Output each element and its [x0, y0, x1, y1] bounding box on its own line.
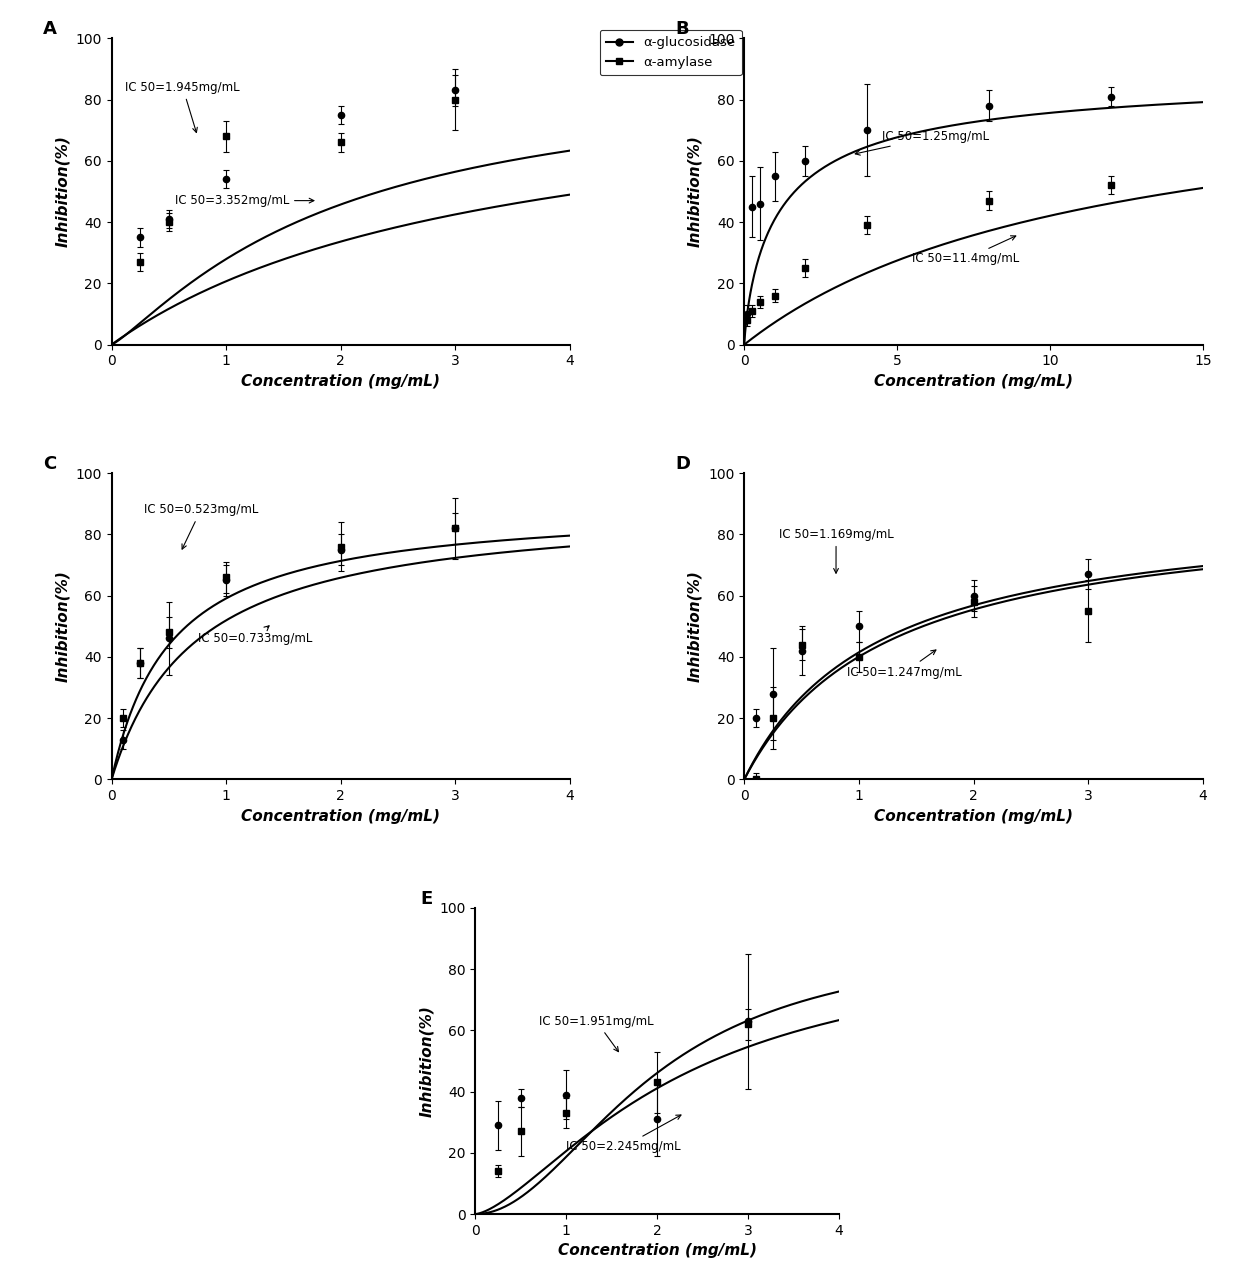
Text: IC 50=1.951mg/mL: IC 50=1.951mg/mL — [539, 1015, 653, 1052]
X-axis label: Concentration (mg/mL): Concentration (mg/mL) — [242, 809, 440, 823]
Text: C: C — [43, 455, 56, 473]
Y-axis label: Inhibition(%): Inhibition(%) — [419, 1005, 434, 1117]
Text: IC 50=1.169mg/mL: IC 50=1.169mg/mL — [779, 528, 894, 574]
Y-axis label: Inhibition(%): Inhibition(%) — [688, 135, 703, 248]
Text: IC 50=1.247mg/mL: IC 50=1.247mg/mL — [847, 651, 962, 679]
Text: B: B — [676, 20, 689, 38]
Text: IC 50=0.733mg/mL: IC 50=0.733mg/mL — [197, 626, 312, 645]
Text: A: A — [43, 20, 57, 38]
Text: IC 50=1.25mg/mL: IC 50=1.25mg/mL — [856, 130, 990, 155]
Text: D: D — [676, 455, 691, 473]
Text: IC 50=2.245mg/mL: IC 50=2.245mg/mL — [567, 1114, 681, 1153]
Text: IC 50=11.4mg/mL: IC 50=11.4mg/mL — [913, 236, 1019, 266]
X-axis label: Concentration (mg/mL): Concentration (mg/mL) — [242, 373, 440, 389]
Y-axis label: Inhibition(%): Inhibition(%) — [55, 570, 69, 682]
Text: IC 50=1.945mg/mL: IC 50=1.945mg/mL — [125, 81, 241, 133]
Text: IC 50=0.523mg/mL: IC 50=0.523mg/mL — [144, 504, 258, 550]
Text: E: E — [420, 889, 433, 907]
X-axis label: Concentration (mg/mL): Concentration (mg/mL) — [874, 809, 1073, 823]
X-axis label: Concentration (mg/mL): Concentration (mg/mL) — [874, 373, 1073, 389]
Y-axis label: Inhibition(%): Inhibition(%) — [55, 135, 69, 248]
Text: IC 50=3.352mg/mL: IC 50=3.352mg/mL — [175, 194, 314, 207]
Legend: α-glucosidase, α-amylase: α-glucosidase, α-amylase — [600, 29, 742, 75]
X-axis label: Concentration (mg/mL): Concentration (mg/mL) — [558, 1243, 756, 1259]
Y-axis label: Inhibition(%): Inhibition(%) — [688, 570, 703, 682]
